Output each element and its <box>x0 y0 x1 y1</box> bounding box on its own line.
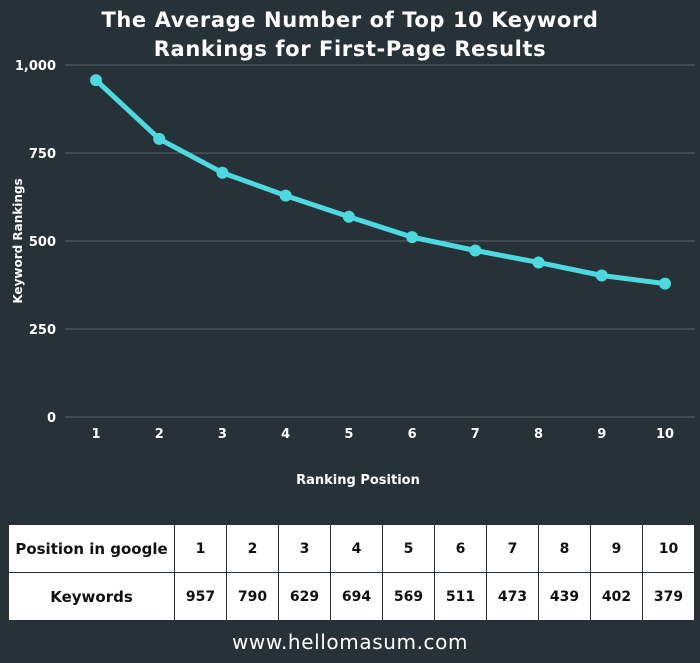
x-tick-label: 8 <box>534 427 543 442</box>
table-row-positions: Position in google 1 2 3 4 5 6 7 8 9 10 <box>8 524 695 573</box>
data-table: Position in google 1 2 3 4 5 6 7 8 9 10 Keywords … <box>8 524 695 621</box>
table-cell-keywords: 473 <box>486 572 539 621</box>
table-cell-position: 5 <box>382 524 435 573</box>
chart-title-line-2: Rankings for First-Page Results <box>153 37 547 61</box>
table-row-keywords: Keywords 957 790 629 694 569 511 473 439 402 379 <box>8 572 695 621</box>
table-cell-position: 8 <box>538 524 591 573</box>
table-cell-keywords: 957 <box>174 572 227 621</box>
table-cell-position: 7 <box>486 524 539 573</box>
x-tick-label: 1 <box>91 427 100 442</box>
table-cell-keywords: 402 <box>590 572 643 621</box>
data-point <box>216 166 229 179</box>
table-row-label-positions: Position in google <box>8 524 175 573</box>
table-row-label-keywords: Keywords <box>8 572 175 621</box>
table-cell-position: 3 <box>278 524 331 573</box>
data-point <box>342 210 355 223</box>
chart-title-line-1: The Average Number of Top 10 Keyword <box>101 8 599 32</box>
y-tick-label: 1,000 <box>15 59 56 74</box>
table-cell-keywords: 629 <box>278 572 331 621</box>
x-tick-label: 3 <box>218 427 227 442</box>
table-cell-keywords: 379 <box>642 572 695 621</box>
series-line <box>93 77 668 287</box>
y-axis-label: Keyword Rankings <box>11 178 25 303</box>
data-point <box>659 277 671 290</box>
data-point <box>469 244 482 257</box>
x-tick-label: 5 <box>344 427 353 442</box>
data-point <box>279 189 292 202</box>
table-cell-position: 2 <box>226 524 279 573</box>
data-point <box>532 256 545 269</box>
x-tick-label: 10 <box>656 427 674 442</box>
table-cell-keywords: 569 <box>382 572 435 621</box>
x-tick-label: 4 <box>281 427 290 442</box>
chart-title: The Average Number of Top 10 Keyword Ran… <box>0 6 700 64</box>
table-cell-keywords: 694 <box>330 572 383 621</box>
table-cell-position: 4 <box>330 524 383 573</box>
y-tick-label: 500 <box>29 235 56 250</box>
x-tick-label: 9 <box>597 427 606 442</box>
y-tick-label: 750 <box>29 147 56 162</box>
y-tick-label: 250 <box>29 323 56 338</box>
table-cell-position: 9 <box>590 524 643 573</box>
watermark: www.hellomasum.com <box>231 630 469 654</box>
table-cell-keywords: 439 <box>538 572 591 621</box>
data-point <box>595 269 608 282</box>
x-tick-label: 7 <box>471 427 480 442</box>
data-point <box>153 132 166 145</box>
table-cell-keywords: 511 <box>434 572 487 621</box>
x-axis-label: Ranking Position <box>296 473 420 488</box>
x-tick-label: 2 <box>155 427 164 442</box>
table-cell-position: 1 <box>174 524 227 573</box>
data-point <box>406 231 419 244</box>
x-tick-label: 6 <box>408 427 417 442</box>
y-tick-label: 0 <box>47 411 56 426</box>
table-cell-position: 10 <box>642 524 695 573</box>
table-cell-position: 6 <box>434 524 487 573</box>
line-chart: 0 250 500 750 1,000 1 2 3 4 5 6 7 8 9 10 Ranking Positi… <box>11 59 695 488</box>
table-cell-keywords: 790 <box>226 572 279 621</box>
data-point <box>90 74 102 87</box>
